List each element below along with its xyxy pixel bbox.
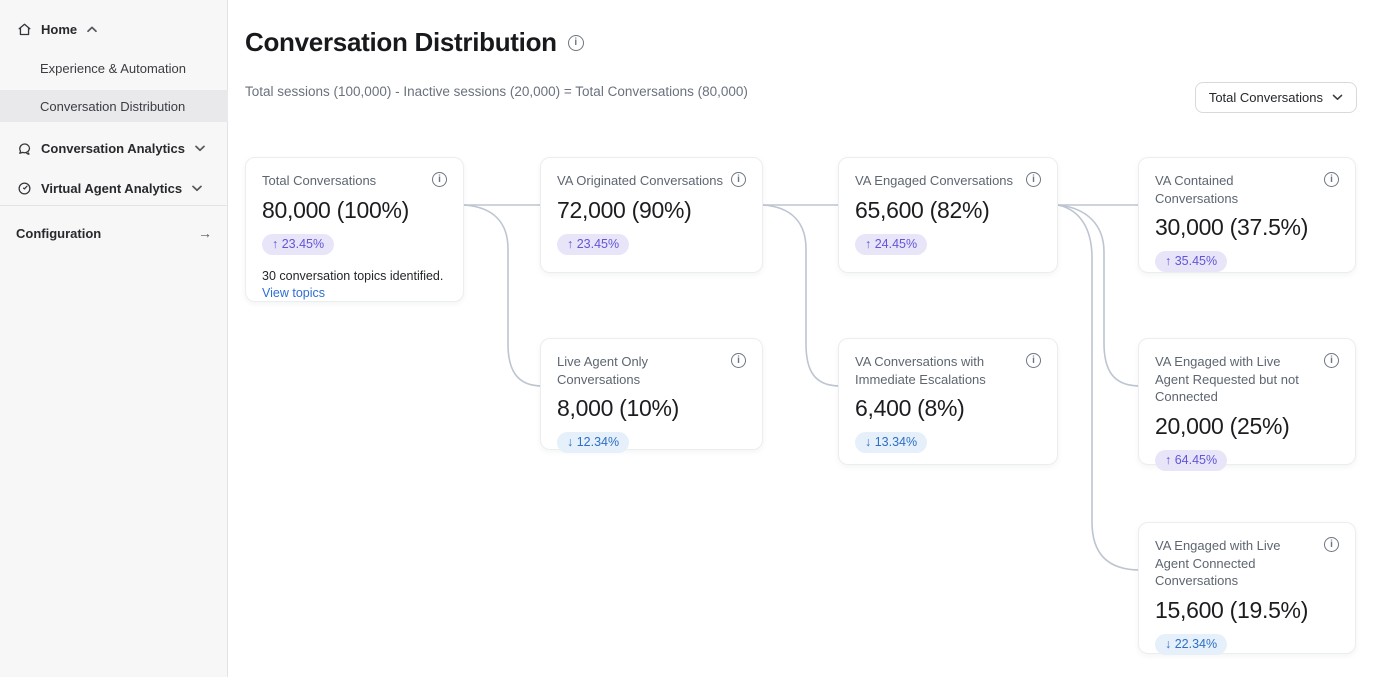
info-icon[interactable]: i <box>731 353 746 368</box>
info-icon[interactable]: i <box>1324 172 1339 187</box>
trend-badge: ↓ 22.34% <box>1155 633 1228 655</box>
card-value: 30,000 (37.5%) <box>1155 214 1309 241</box>
chat-icon <box>16 141 32 156</box>
chevron-up-icon <box>87 26 97 33</box>
sidebar-divider <box>0 205 228 206</box>
card-title: VA Conversations with Immediate Escalati… <box>855 354 986 387</box>
topics-note: 30 conversation topics identified. View … <box>262 268 447 304</box>
card-value: 15,600 (19.5%) <box>1155 596 1309 623</box>
gauge-icon <box>16 181 32 196</box>
card-title: VA Engaged with Live Agent Requested but… <box>1155 354 1299 405</box>
card-title: VA Originated Conversations <box>557 173 723 188</box>
sidebar-item-experience-automation[interactable]: Experience & Automation <box>0 52 228 84</box>
card-live-agent-only-conversations: Live Agent Only Conversations i 8,000 (1… <box>540 338 763 454</box>
info-icon[interactable]: i <box>1324 353 1339 368</box>
info-icon[interactable]: i <box>731 172 746 187</box>
sidebar-item-label: Experience & Automation <box>40 60 186 76</box>
sidebar-item-conversation-analytics[interactable]: Conversation Analytics <box>0 136 228 160</box>
card-live-agent-connected-conversations: VA Engaged with Live Agent Connected Con… <box>1138 522 1356 655</box>
card-title: VA Engaged Conversations <box>855 173 1014 188</box>
card-title: Total Conversations <box>262 173 377 188</box>
info-icon[interactable]: i <box>567 34 584 51</box>
sidebar: Home Experience & Automation Conversatio… <box>0 0 228 677</box>
arrow-right-icon: → <box>198 225 212 241</box>
sidebar-item-virtual-agent-analytics[interactable]: Virtual Agent Analytics <box>0 176 228 200</box>
trend-badge: ↑ 23.45% <box>262 233 335 255</box>
card-total-conversations: Total Conversations i 80,000 (100%) ↑ 23… <box>245 157 464 302</box>
trend-badge: ↓ 12.34% <box>557 432 630 454</box>
card-title: VA Engaged with Live Agent Connected Con… <box>1155 538 1281 589</box>
card-value: 65,600 (82%) <box>855 196 990 223</box>
sidebar-item-label: Configuration <box>16 225 102 241</box>
sidebar-item-label: Conversation Distribution <box>40 98 186 114</box>
filter-selected-value: Total Conversations <box>1208 90 1323 105</box>
sidebar-item-label: Conversation Analytics <box>41 140 186 156</box>
sidebar-item-configuration[interactable]: Configuration → <box>0 221 228 245</box>
card-va-engaged-conversations: VA Engaged Conversations i 65,600 (82%) … <box>838 157 1058 273</box>
card-value: 80,000 (100%) <box>262 196 409 223</box>
card-value: 20,000 (25%) <box>1155 412 1290 439</box>
page-title: Conversation Distribution <box>245 27 557 57</box>
card-value: 6,400 (8%) <box>855 395 965 422</box>
sessions-formula-text: Total sessions (100,000) - Inactive sess… <box>245 84 748 99</box>
sidebar-item-conversation-distribution[interactable]: Conversation Distribution <box>0 90 228 122</box>
trend-badge: ↓ 13.34% <box>855 432 928 454</box>
trend-badge: ↑ 24.45% <box>855 233 928 255</box>
chevron-down-icon <box>192 185 202 192</box>
info-icon[interactable]: i <box>1324 537 1339 552</box>
trend-badge: ↑ 64.45% <box>1155 449 1228 471</box>
card-va-contained-conversations: VA Contained Conversations i 30,000 (37.… <box>1138 157 1356 273</box>
card-value: 8,000 (10%) <box>557 395 679 422</box>
card-live-agent-requested-not-connected: VA Engaged with Live Agent Requested but… <box>1138 338 1356 471</box>
chevron-down-icon <box>195 145 205 152</box>
page-header: Conversation Distribution i <box>245 27 584 58</box>
sidebar-item-label: Virtual Agent Analytics <box>41 180 183 196</box>
card-va-immediate-escalations: VA Conversations with Immediate Escalati… <box>838 338 1058 465</box>
info-icon[interactable]: i <box>1026 353 1041 368</box>
sidebar-item-label: Home <box>41 21 78 37</box>
info-icon[interactable]: i <box>432 172 447 187</box>
card-title: VA Contained Conversations <box>1155 173 1239 206</box>
card-title: Live Agent Only Conversations <box>557 354 649 387</box>
view-topics-link[interactable]: View topics <box>262 286 325 301</box>
home-icon <box>16 22 32 37</box>
topics-note-text: 30 conversation topics identified. <box>262 268 444 283</box>
card-va-originated-conversations: VA Originated Conversations i 72,000 (90… <box>540 157 763 273</box>
chevron-down-icon <box>1332 94 1343 101</box>
trend-badge: ↑ 35.45% <box>1155 251 1228 273</box>
conversations-filter-dropdown[interactable]: Total Conversations <box>1194 82 1357 113</box>
sidebar-item-home[interactable]: Home <box>0 17 228 41</box>
info-icon[interactable]: i <box>1026 172 1041 187</box>
card-value: 72,000 (90%) <box>557 196 692 223</box>
trend-badge: ↑ 23.45% <box>557 233 630 255</box>
